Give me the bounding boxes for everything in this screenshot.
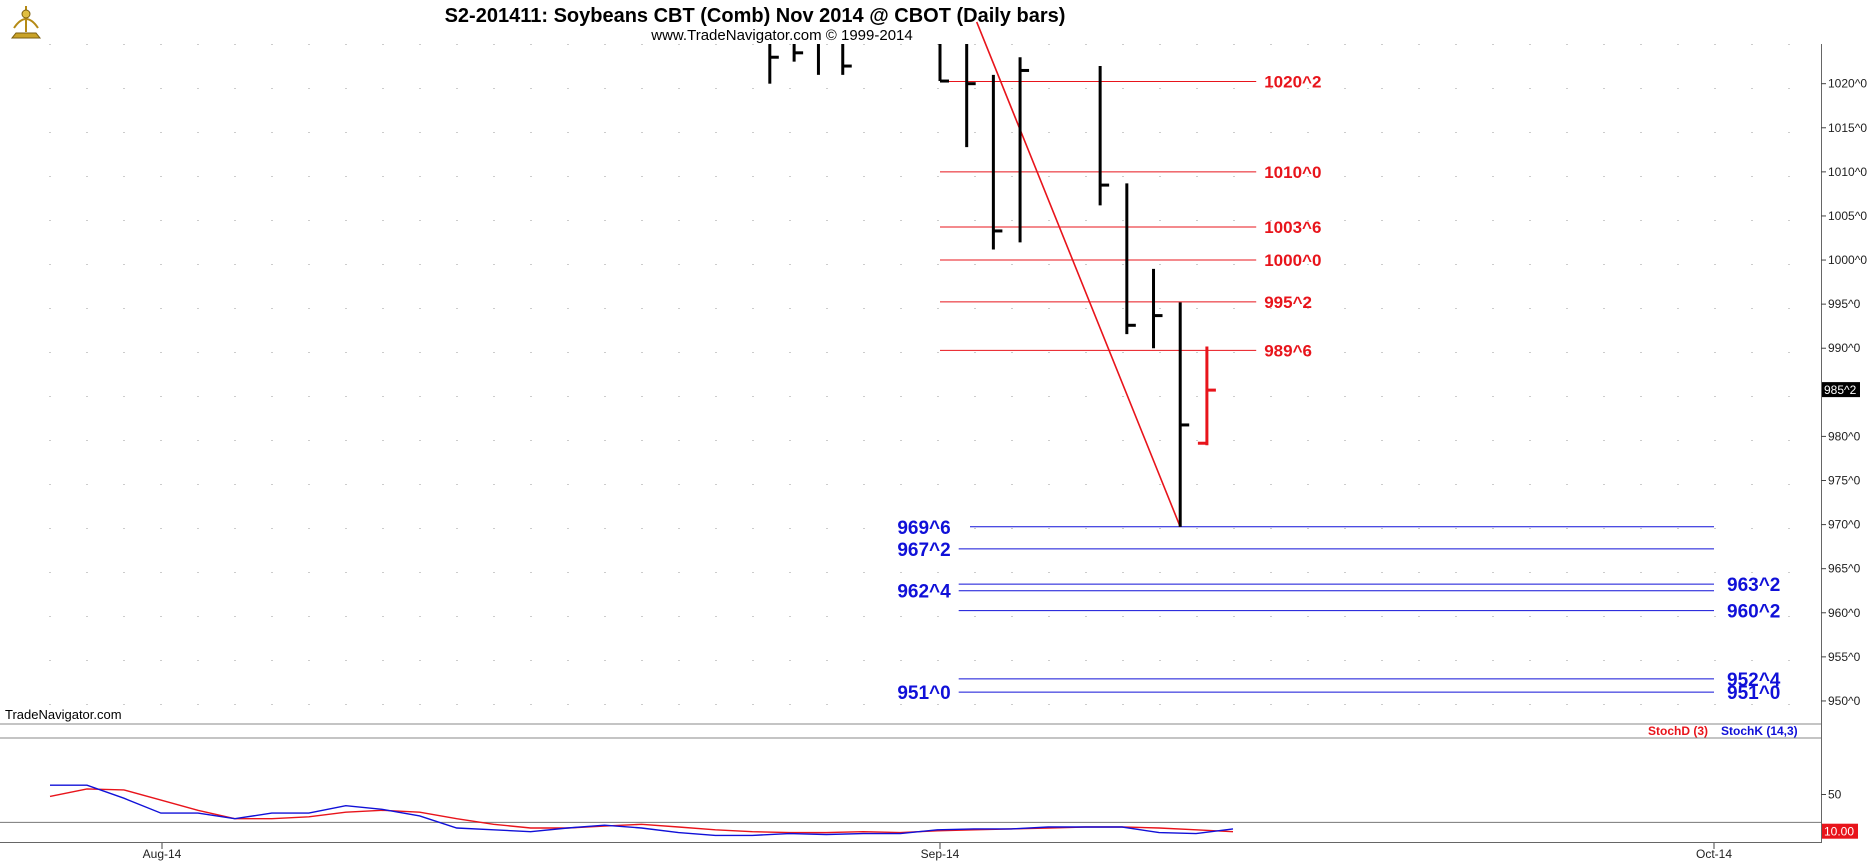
- support-label-left: 967^2: [897, 540, 950, 561]
- grid: [49, 44, 1790, 723]
- stoch-series-line: [49, 788, 1234, 834]
- chart-title: S2-201411: Soybeans CBT (Comb) Nov 2014 …: [445, 5, 1066, 27]
- resistance-label: 989^6: [1264, 341, 1312, 360]
- time-axis: Aug-14 Sep-14 Oct-14: [143, 843, 1732, 861]
- resistance-label: 1003^6: [1264, 218, 1321, 237]
- price-tick-label: 960^0: [1828, 606, 1861, 620]
- price-tick-label: 1015^0: [1828, 121, 1867, 135]
- trendline-segment: [975, 21, 1181, 528]
- price-bars: [768, 44, 1216, 527]
- stoch-value-tag: 10.00: [1824, 825, 1854, 839]
- resistance-label: 995^2: [1264, 293, 1312, 312]
- resistance-label: 1020^2: [1264, 72, 1321, 91]
- price-tick-label: 975^0: [1828, 474, 1861, 488]
- price-tick-label: 1010^0: [1828, 165, 1867, 179]
- stochastic-panel: 50 10.00: [0, 784, 1858, 839]
- legend-stochd: StochD (3): [1648, 724, 1708, 738]
- resistance-label: 1010^0: [1264, 163, 1321, 182]
- trendline: [975, 21, 1181, 528]
- price-tick-label: 1020^0: [1828, 77, 1867, 91]
- price-axis: 1020^0 1015^0 1010^0 1005^0 1000^0 995^0 990^0…: [1821, 77, 1867, 708]
- support-label-right: 963^2: [1727, 575, 1780, 596]
- support-label-right: 951^0: [1727, 683, 1780, 704]
- chart-subtitle: www.TradeNavigator.com © 1999-2014: [650, 27, 912, 44]
- resistance-label: 1000^0: [1264, 251, 1321, 270]
- last-price-tag-bg: [1822, 382, 1860, 398]
- price-tick-label: 965^0: [1828, 562, 1861, 576]
- last-price-tag: 985^2: [1824, 383, 1857, 397]
- support-label-left: 962^4: [897, 582, 951, 603]
- price-tick-label: 990^0: [1828, 341, 1861, 355]
- price-tick-label: 970^0: [1828, 518, 1861, 532]
- stoch-tick-label: 50: [1828, 788, 1842, 802]
- support-label-right: 952^4: [1727, 670, 1781, 691]
- support-label-left: 969^6: [897, 518, 950, 539]
- time-tick-label: Aug-14: [143, 847, 182, 861]
- support-label-right: 960^2: [1727, 602, 1780, 623]
- stoch-value-tag-bg: [1822, 823, 1858, 839]
- stoch-series-line: [50, 784, 1234, 837]
- sextant-logo-icon: [10, 6, 42, 39]
- price-tick-label: 995^0: [1828, 297, 1861, 311]
- price-tick-label: 955^0: [1828, 650, 1861, 664]
- support-label-left: 951^0: [897, 683, 950, 704]
- price-tick-label: 1000^0: [1828, 253, 1867, 267]
- price-tick-label: 1005^0: [1828, 209, 1867, 223]
- price-tick-label: 980^0: [1828, 429, 1861, 443]
- price-tick-label: 950^0: [1828, 694, 1861, 708]
- time-tick-label: Oct-14: [1696, 847, 1732, 861]
- price-levels: 1020^21010^01003^61000^0995^2989^6969^69…: [897, 72, 1780, 704]
- time-tick-label: Sep-14: [921, 847, 960, 861]
- watermark: TradeNavigator.com: [5, 707, 122, 722]
- legend-stochk: StochK (14,3): [1721, 724, 1798, 738]
